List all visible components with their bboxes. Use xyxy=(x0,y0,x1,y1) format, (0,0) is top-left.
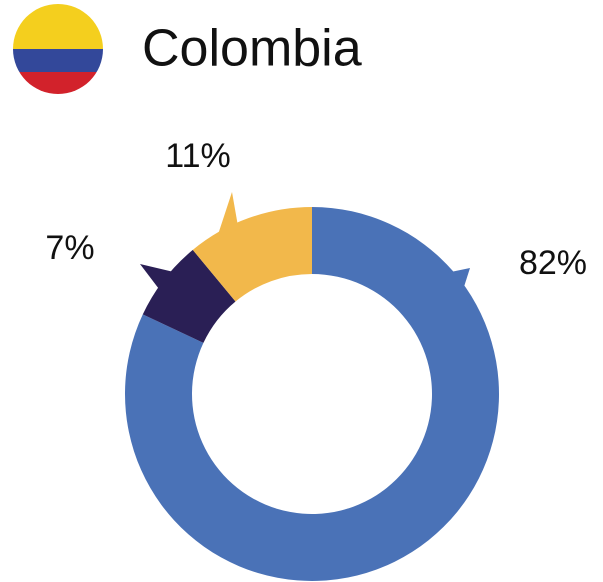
flag-icon xyxy=(13,4,103,94)
callout-tab xyxy=(216,192,239,241)
donut-slice xyxy=(142,249,236,343)
chart-title: Colombia xyxy=(142,20,362,78)
donut-slice xyxy=(125,207,499,581)
data-label: 11% xyxy=(165,137,231,175)
callout-tab xyxy=(140,264,178,293)
callout-tab xyxy=(446,268,470,293)
data-label: 82% xyxy=(519,244,587,282)
data-label: 7% xyxy=(45,229,94,267)
